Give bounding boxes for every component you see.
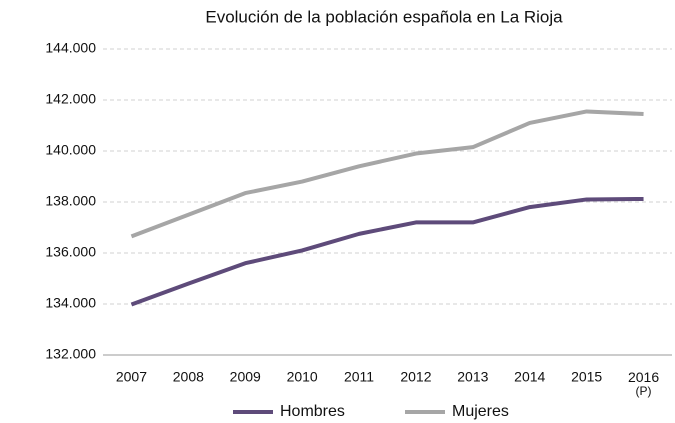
x-tick-label: 2014	[514, 369, 545, 385]
chart-title: Evolución de la población española en La…	[205, 7, 563, 26]
legend-label: Mujeres	[452, 403, 509, 420]
series-line	[130, 196, 644, 307]
y-tick-label: 144.000	[45, 40, 96, 56]
x-tick-label: 2016 (P)	[628, 369, 659, 398]
x-tick-label: 2013	[457, 369, 488, 385]
x-tick-label: 2008	[173, 369, 204, 385]
x-tick-label: 2015	[571, 369, 602, 385]
y-tick-label: 134.000	[45, 295, 96, 311]
series-line	[130, 109, 644, 239]
x-tick-label: 2009	[230, 369, 261, 385]
x-tick-label: 2011	[344, 369, 374, 385]
legend-label: Hombres	[280, 403, 345, 420]
y-tick-label: 142.000	[45, 91, 96, 107]
y-tick-label: 132.000	[45, 346, 96, 362]
x-tick-label: 2012	[400, 369, 431, 385]
x-tick-label: 2007	[116, 369, 147, 385]
y-tick-label: 138.000	[45, 193, 96, 209]
y-tick-label: 136.000	[45, 244, 96, 260]
x-tick-label: 2010	[287, 369, 318, 385]
y-tick-label: 140.000	[45, 142, 96, 158]
